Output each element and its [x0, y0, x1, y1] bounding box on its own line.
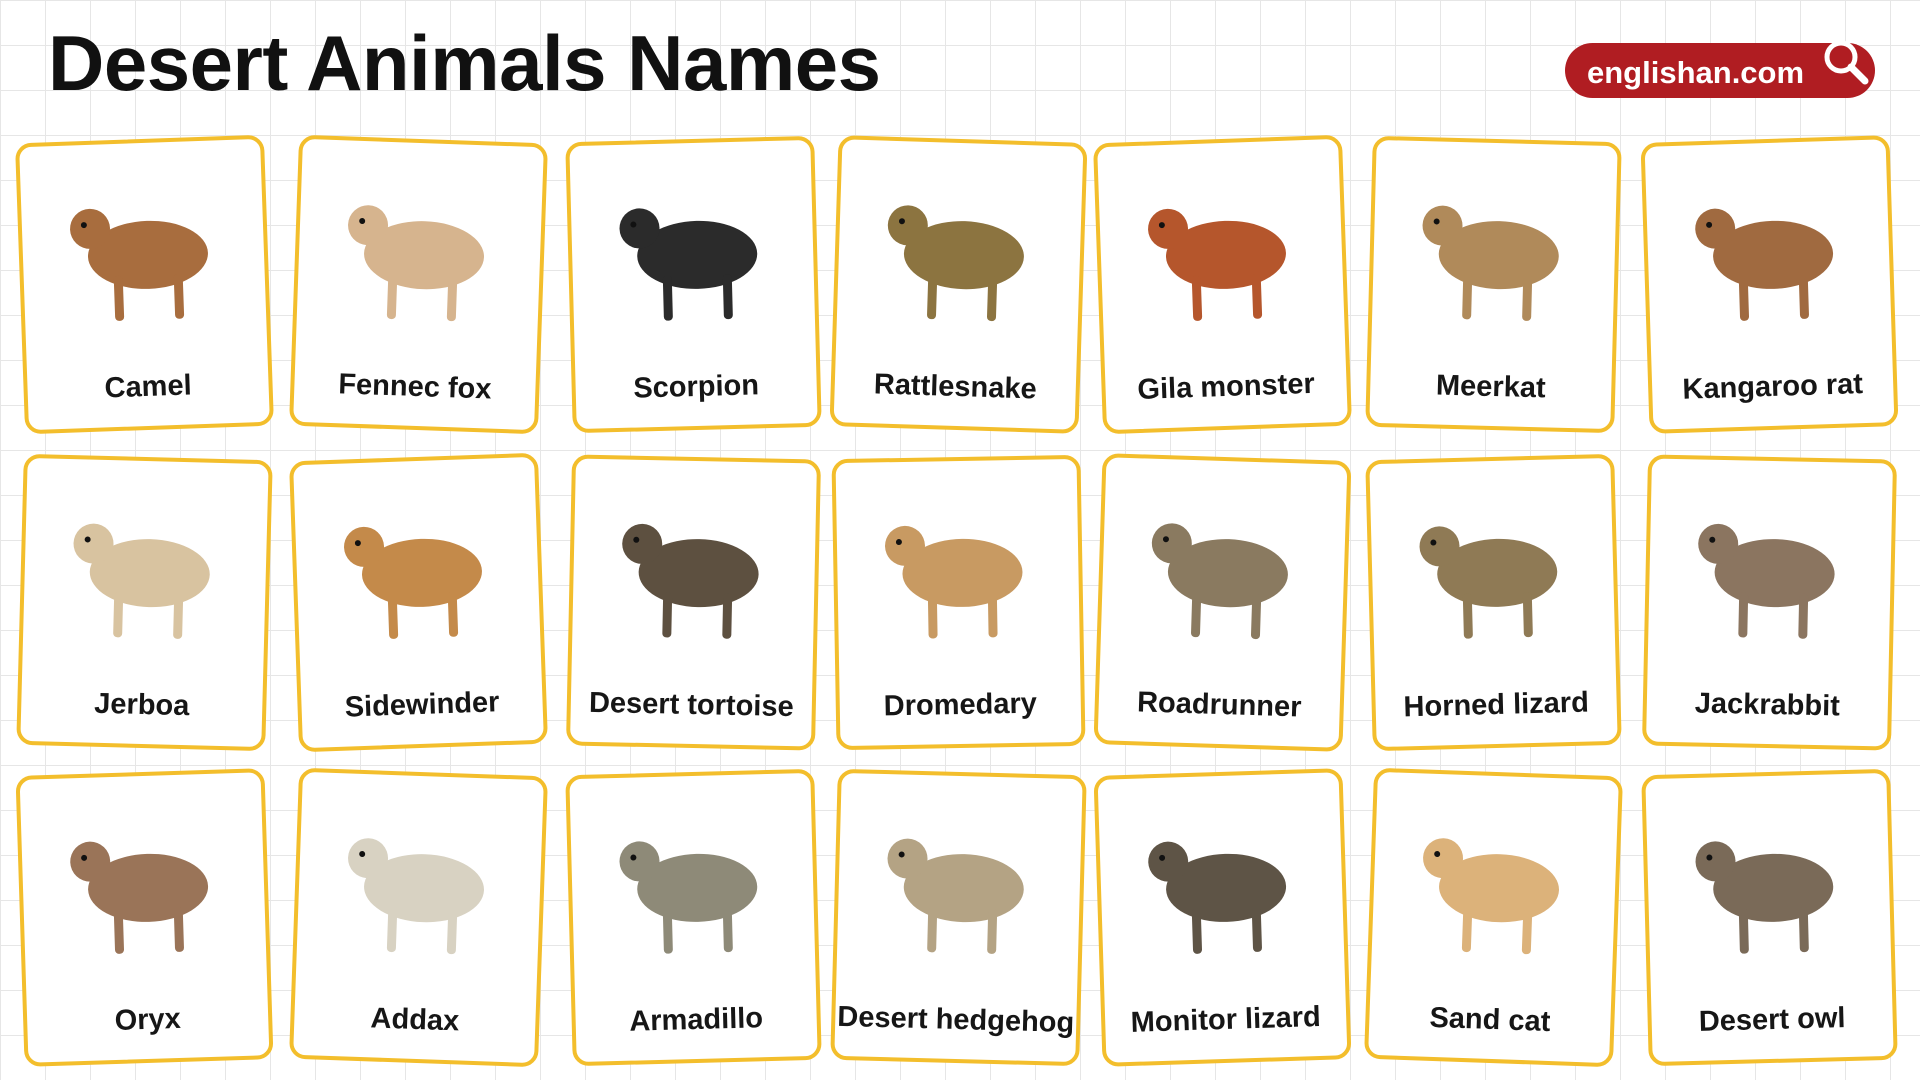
animal-image [887, 838, 1024, 954]
animal-name: Desert hedgehog [837, 1000, 1075, 1040]
animal-card[interactable]: Camel [14, 134, 275, 435]
animal-card[interactable]: Meerkat [1365, 135, 1622, 434]
animal-name: Horned lizard [1403, 686, 1590, 724]
animal-image [887, 205, 1024, 322]
animal-card[interactable]: Sidewinder [288, 452, 549, 753]
animal-name: Sand cat [1428, 1001, 1551, 1039]
animal-name: Camel [104, 369, 193, 405]
animal-card[interactable]: Rattlesnake [829, 135, 1088, 434]
animal-image [70, 841, 209, 954]
animal-name: Desert tortoise [588, 686, 794, 724]
animal-name: Addax [370, 1002, 460, 1038]
animal-name: Meerkat [1435, 369, 1547, 405]
animal-card[interactable]: Gila monster [1092, 134, 1353, 435]
animal-name: Dromedary [883, 687, 1038, 723]
animal-name: Gila monster [1136, 367, 1316, 407]
animal-image [73, 523, 210, 639]
animal-name: Roadrunner [1136, 686, 1302, 724]
animal-name: Desert owl [1698, 1002, 1846, 1038]
animal-name: Sidewinder [344, 686, 500, 724]
animal-card[interactable]: Armadillo [565, 768, 822, 1067]
animal-card[interactable]: Roadrunner [1093, 453, 1352, 752]
animal-image [344, 526, 482, 639]
animal-name: Jackrabbit [1694, 687, 1841, 723]
animal-name: Kangaroo rat [1682, 368, 1864, 406]
animal-name: Oryx [114, 1002, 182, 1037]
animal-image [1422, 205, 1559, 321]
animal-image [622, 523, 759, 639]
animal-card[interactable]: Oryx [15, 768, 274, 1067]
animal-image [348, 838, 485, 955]
animal-image [885, 525, 1023, 639]
animal-name: Armadillo [628, 1002, 764, 1038]
animal-card[interactable]: Jerboa [16, 453, 273, 752]
brand-badge[interactable]: englishan.com [1565, 40, 1875, 98]
animal-name: Monitor lizard [1130, 1000, 1322, 1039]
animal-card[interactable]: Addax [288, 767, 549, 1068]
animal-card[interactable]: Desert owl [1641, 768, 1898, 1067]
animal-card[interactable]: Fennec fox [288, 134, 549, 435]
animal-image [619, 841, 758, 954]
search-icon [1824, 40, 1869, 85]
animal-image [70, 208, 208, 321]
animal-card[interactable]: Kangaroo rat [1640, 135, 1899, 434]
animal-image [1695, 841, 1834, 954]
animal-image [619, 208, 758, 321]
animal-card[interactable]: Horned lizard [1365, 453, 1622, 752]
animal-image [1698, 523, 1835, 639]
animal-card[interactable]: Scorpion [565, 135, 822, 434]
animal-name: Fennec fox [337, 368, 492, 406]
animal-image [1695, 208, 1834, 321]
animal-name: Rattlesnake [873, 368, 1038, 406]
animal-image [1151, 523, 1288, 640]
animal-card[interactable]: Jackrabbit [1641, 454, 1898, 751]
animal-image [1148, 208, 1286, 321]
brand-text: englishan.com [1587, 55, 1805, 90]
animal-card[interactable]: Monitor lizard [1093, 768, 1352, 1067]
animal-name: Scorpion [632, 369, 760, 405]
animal-image [1423, 838, 1560, 955]
animal-card[interactable]: Sand cat [1363, 767, 1624, 1068]
page-title: Desert Animals Names [48, 19, 881, 107]
animal-card[interactable]: Dromedary [831, 454, 1086, 751]
animal-image [1148, 841, 1287, 954]
animal-card[interactable]: Desert hedgehog [830, 768, 1087, 1067]
animal-image [348, 205, 485, 322]
animal-name: Jerboa [93, 687, 190, 723]
animal-image [1419, 526, 1558, 639]
animal-card[interactable]: Desert tortoise [565, 454, 822, 751]
